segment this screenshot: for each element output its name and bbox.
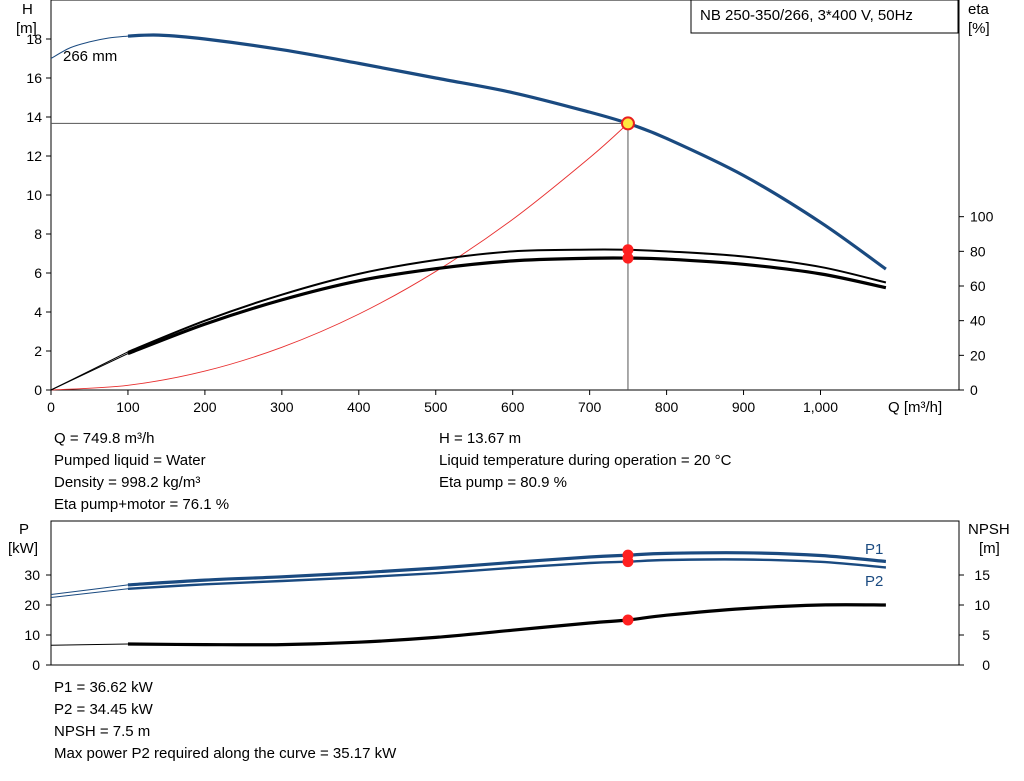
info-p2: P2 = 34.45 kW — [54, 701, 153, 718]
info-bottom: P1 = 36.62 kW P2 = 34.45 kW NPSH = 7.5 m… — [54, 677, 396, 765]
head-curve-extension — [50, 35, 129, 59]
x-tick-label: 600 — [501, 399, 525, 415]
y-left-tick-label: 10 — [26, 187, 42, 203]
info-temperature: Liquid temperature during operation = 20… — [439, 452, 732, 469]
y-left-tick-label: 8 — [34, 226, 42, 242]
npsh-tick-label: 15 — [974, 567, 990, 583]
y-right-tick-label: 60 — [970, 278, 986, 294]
y-left-tick-label: 14 — [26, 109, 42, 125]
bottom-plot-series — [50, 551, 887, 647]
y-left-tick-label: 12 — [26, 148, 42, 164]
y-left-label-top: H — [22, 1, 33, 18]
y-left-tick-label: 4 — [34, 304, 42, 320]
y-left-tick-label: 6 — [34, 265, 42, 281]
top-plot-markers — [620, 116, 635, 264]
x-tick-label: 100 — [116, 399, 140, 415]
curve-diameter-label: 266 mm — [63, 48, 117, 65]
x-tick-label: 500 — [424, 399, 448, 415]
x-tick-label: 400 — [347, 399, 371, 415]
operating-point-marker — [620, 116, 635, 131]
x-tick-label: 200 — [193, 399, 217, 415]
eta-pump-motor-curve — [127, 256, 887, 356]
x-tick-label: 1,000 — [803, 399, 838, 415]
y-left-label-bottom: [m] — [16, 20, 37, 37]
y-right-label-bottom: [%] — [968, 20, 990, 37]
info-density: Density = 998.2 kg/m³ — [54, 474, 201, 491]
eta-pump-motor-marker — [622, 252, 634, 264]
legend-p1: P1 — [865, 541, 883, 558]
system-curve — [50, 123, 629, 391]
info-flow: Q = 749.8 m³/h — [54, 430, 155, 447]
y-right-label-top: eta — [968, 1, 990, 18]
x-axis-label: Q [m³/h] — [888, 399, 942, 416]
top-x-axis-ticks: 0 100 200 300 400 500 600 700 800 900 1,000 — [47, 390, 838, 415]
info-top-right: H = 13.67 m Liquid temperature during op… — [439, 428, 731, 494]
y-left-tick-label: 18 — [26, 31, 42, 47]
eta-pump-curve — [127, 248, 887, 353]
npsh-curve — [127, 603, 886, 647]
top-left-axis-ticks: 0 2 4 6 8 10 12 14 16 18 — [26, 31, 51, 398]
y-left-tick-label: 2 — [34, 343, 42, 359]
p-tick-label: 10 — [24, 627, 40, 643]
eta-pump-marker — [622, 244, 634, 256]
chart-title: NB 250-350/266, 3*400 V, 50Hz — [700, 7, 913, 24]
p-label-bottom: [kW] — [8, 540, 38, 557]
y-right-tick-label: 100 — [970, 209, 994, 225]
p-label-top: P — [19, 521, 29, 538]
npsh-tick-label: 0 — [982, 657, 990, 673]
eta-pump-motor-curve-extension — [50, 353, 129, 391]
info-head: H = 13.67 m — [439, 430, 522, 447]
p1-curve-extension — [50, 584, 129, 595]
x-tick-label: 300 — [270, 399, 294, 415]
y-left-tick-label: 16 — [26, 70, 42, 86]
x-tick-label: 0 — [47, 399, 55, 415]
head-curve — [127, 33, 887, 271]
info-liquid: Pumped liquid = Water — [54, 452, 206, 469]
bottom-left-axis-ticks: 0 10 20 30 — [24, 567, 51, 673]
npsh-tick-label: 5 — [982, 627, 990, 643]
npsh-tick-label: 10 — [974, 597, 990, 613]
title-box — [690, 0, 959, 34]
y-right-tick-label: 20 — [970, 347, 986, 363]
legend-p2: P2 — [865, 573, 883, 590]
top-right-axis-ticks: 0 20 40 60 80 100 — [959, 209, 994, 398]
x-tick-label: 700 — [578, 399, 602, 415]
npsh-label-bottom: [m] — [979, 540, 1000, 557]
info-eta-pump: Eta pump = 80.9 % — [439, 474, 567, 491]
y-right-tick-label: 40 — [970, 313, 986, 329]
bottom-plot-frame — [50, 520, 960, 666]
y-right-tick-label: 0 — [970, 382, 978, 398]
p-tick-label: 30 — [24, 567, 40, 583]
npsh-marker — [622, 614, 634, 626]
info-max-power: Max power P2 required along the curve = … — [54, 745, 397, 762]
p2-marker — [622, 556, 634, 568]
npsh-curve-extension — [50, 643, 128, 646]
y-right-tick-label: 80 — [970, 243, 986, 259]
p2-curve — [127, 558, 887, 590]
npsh-label-top: NPSH — [968, 521, 1010, 538]
info-top-left: Q = 749.8 m³/h Pumped liquid = Water Den… — [54, 428, 229, 516]
y-left-tick-label: 0 — [34, 382, 42, 398]
x-tick-label: 900 — [732, 399, 756, 415]
p-tick-label: 0 — [32, 657, 40, 673]
x-tick-label: 800 — [655, 399, 679, 415]
bottom-right-axis-ticks: 0 5 10 15 — [959, 567, 990, 673]
bottom-plot-markers — [622, 549, 634, 626]
p2-curve-extension — [50, 588, 129, 598]
p-tick-label: 20 — [24, 597, 40, 613]
info-npsh: NPSH = 7.5 m — [54, 723, 151, 740]
p1-curve — [127, 551, 887, 587]
info-p1: P1 = 36.62 kW — [54, 679, 153, 696]
top-plot-series — [50, 33, 887, 391]
info-eta-pump-motor: Eta pump+motor = 76.1 % — [54, 496, 230, 513]
